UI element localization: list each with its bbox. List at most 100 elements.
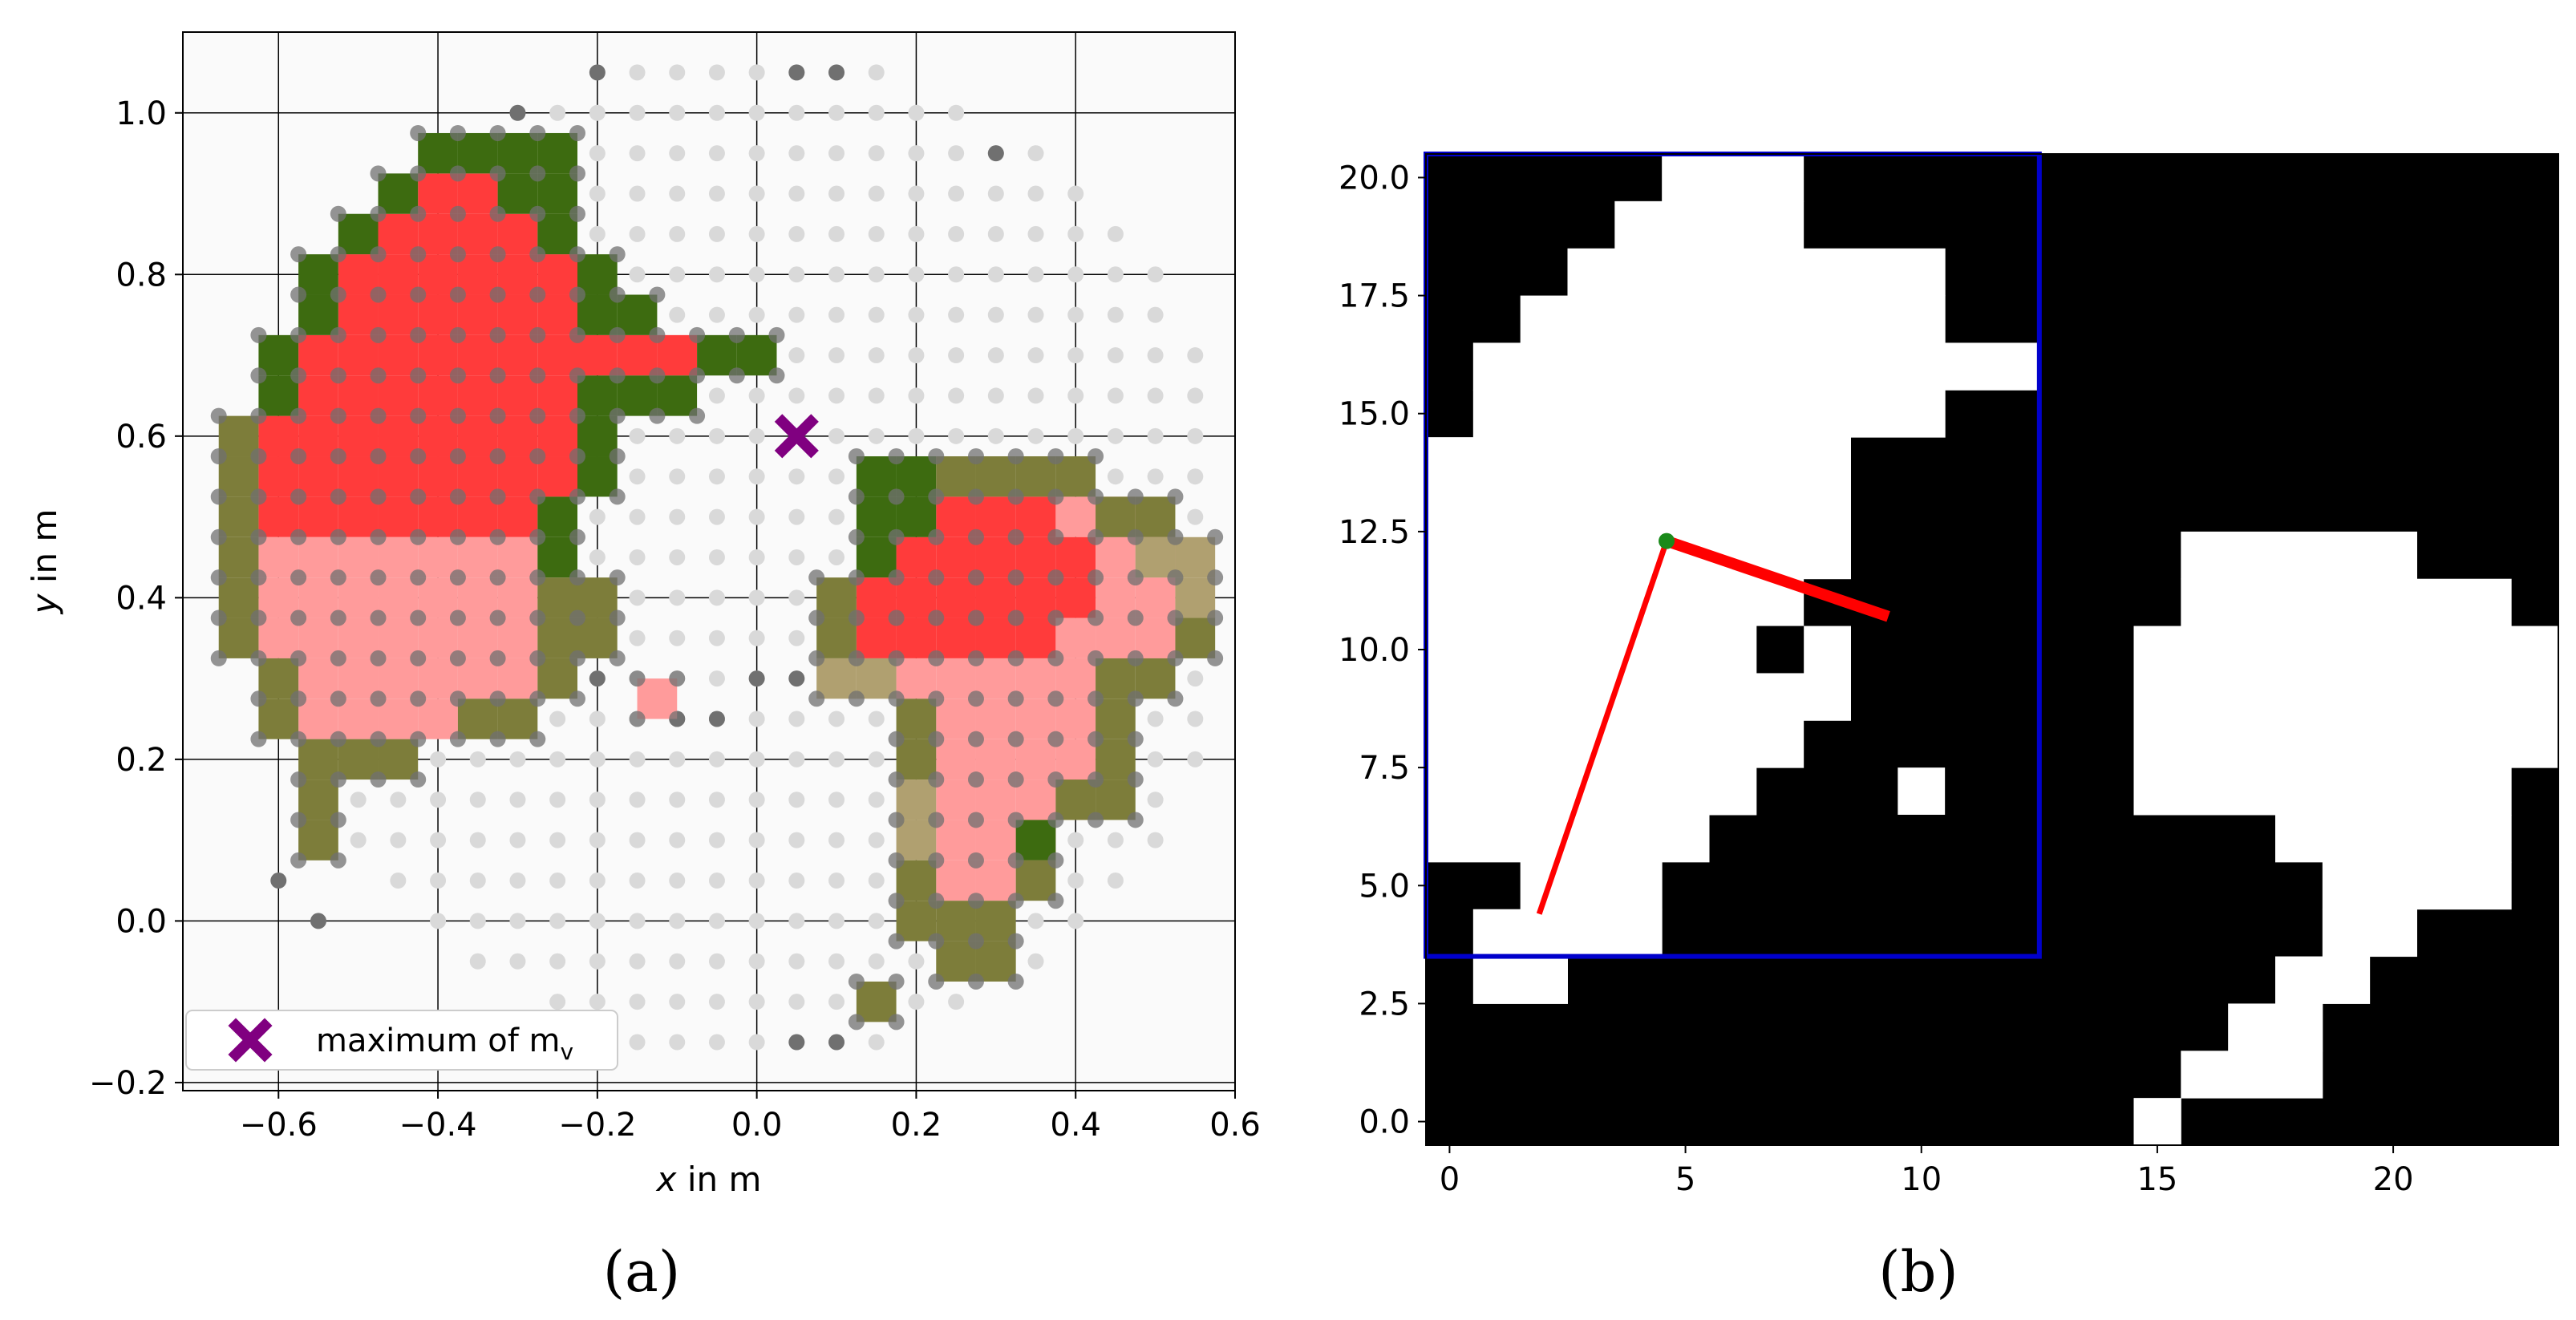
dark-point <box>489 569 506 586</box>
grid-point <box>589 873 606 889</box>
dark-point <box>888 852 905 869</box>
grid-point <box>589 913 606 929</box>
occupied-cell <box>896 617 937 658</box>
occupied-cell <box>258 456 299 497</box>
dark-point <box>449 609 466 626</box>
panel-a-cells <box>210 124 1224 1030</box>
dark-point <box>330 731 346 747</box>
occupied-cell <box>1055 496 1096 537</box>
dark-point <box>649 407 666 424</box>
free-cell-run <box>1472 909 1663 958</box>
grid-point <box>589 508 606 525</box>
dark-point <box>888 1014 905 1030</box>
dark-point <box>410 448 427 465</box>
grid-point <box>1147 306 1164 323</box>
occupied-cell <box>338 254 379 295</box>
dark-point <box>569 407 585 424</box>
occupied-cell <box>378 334 419 376</box>
occupied-cell <box>418 415 458 457</box>
occupied-cell <box>258 375 299 416</box>
dark-point <box>888 771 905 788</box>
occupied-cell <box>298 496 338 537</box>
occupied-cell <box>418 537 458 578</box>
grid-point <box>669 306 686 323</box>
occupied-cell <box>258 577 299 618</box>
dark-point <box>310 913 326 929</box>
occupied-cell <box>497 254 538 295</box>
occupied-cell <box>856 496 897 537</box>
dark-point <box>290 771 307 788</box>
grid-point <box>1027 306 1044 323</box>
dark-point <box>609 650 626 666</box>
dark-point <box>1007 893 1024 909</box>
thin-red-line <box>1536 540 1670 915</box>
dark-point <box>1007 933 1024 950</box>
occupied-cell <box>497 658 538 699</box>
dark-point <box>489 326 506 343</box>
occupied-cell <box>298 739 338 780</box>
grid-point <box>868 792 885 808</box>
grid-point <box>1147 751 1164 767</box>
occupied-cell <box>975 577 1016 618</box>
dark-point <box>529 367 546 384</box>
occupied-cell <box>457 537 498 578</box>
grid-point <box>788 792 805 808</box>
occupied-cell <box>218 496 259 537</box>
dark-point <box>529 488 546 505</box>
occupied-cell <box>856 456 897 497</box>
grid-point <box>828 832 845 848</box>
grid-point <box>868 427 885 444</box>
occupied-cell <box>258 698 299 739</box>
dark-point <box>967 933 984 950</box>
grid-point <box>669 508 686 525</box>
occupied-cell <box>457 456 498 497</box>
dark-point <box>290 609 307 626</box>
grid-point <box>788 468 805 485</box>
grid-point <box>629 953 646 970</box>
occupied-cell <box>378 658 419 699</box>
grid-point <box>1107 347 1124 364</box>
dark-point <box>250 488 267 505</box>
dark-point <box>449 286 466 303</box>
occupied-cell <box>418 456 458 497</box>
grid-point <box>669 225 686 242</box>
occupied-cell <box>338 739 379 780</box>
occupied-cell <box>418 698 458 739</box>
dark-point <box>410 690 427 707</box>
dark-point <box>250 731 267 747</box>
dark-point <box>649 367 666 384</box>
grid-point <box>589 953 606 970</box>
dark-point <box>788 670 805 687</box>
panel-a-label: (a) <box>603 1239 680 1305</box>
dark-point <box>210 528 227 545</box>
dark-point <box>649 286 666 303</box>
grid-point <box>629 1034 646 1051</box>
occupied-cell <box>457 415 498 457</box>
dark-point <box>290 528 307 545</box>
occupied-cell <box>338 496 379 537</box>
dark-point <box>290 488 307 505</box>
x-tick-label: −0.2 <box>558 1107 636 1144</box>
x-tick-label: −0.6 <box>240 1107 318 1144</box>
dark-point <box>609 246 626 263</box>
grid-point <box>1107 468 1124 485</box>
y-tick-label: 0.2 <box>115 742 167 779</box>
dark-point <box>609 488 626 505</box>
occupied-cell <box>298 779 338 820</box>
occupied-cell <box>298 294 338 335</box>
occupied-cell <box>378 375 419 416</box>
dark-point <box>449 488 466 505</box>
x-tick-label: 0.2 <box>891 1107 942 1144</box>
grid-point <box>1067 266 1084 283</box>
occupied-cell <box>936 779 976 820</box>
dark-point <box>748 670 765 687</box>
occupied-cell <box>497 496 538 537</box>
occupied-cell <box>418 617 458 658</box>
grid-point <box>987 347 1004 364</box>
occupied-cell <box>338 456 379 497</box>
free-cell-run <box>1472 342 2040 391</box>
dark-point <box>1167 690 1184 707</box>
grid-point <box>629 873 646 889</box>
dark-point <box>370 246 387 263</box>
grid-point <box>629 994 646 1010</box>
